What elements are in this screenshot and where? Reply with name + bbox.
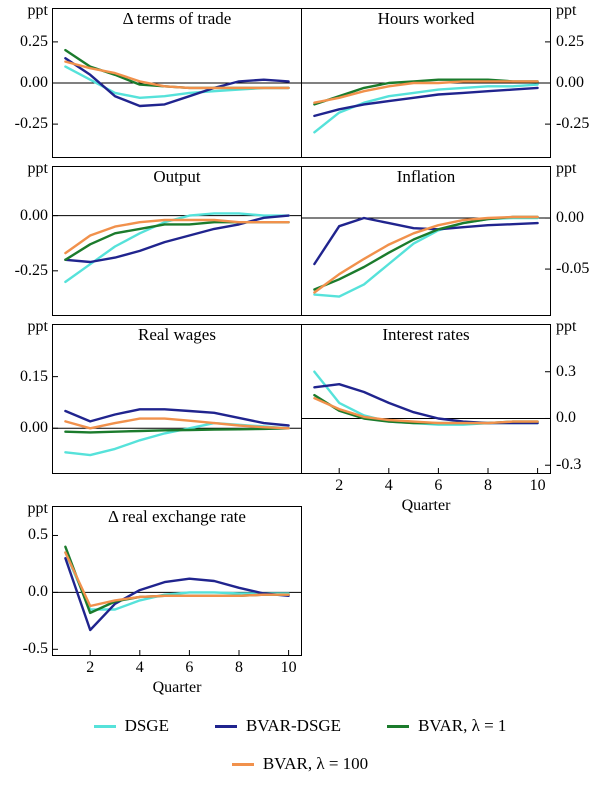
panel-interest-rates: Interest rates (301, 324, 551, 474)
x-tick-label: 8 (235, 659, 243, 676)
y-tick-label: 0.0 (556, 409, 576, 427)
series-bvar-100-real-exchange-rate (64, 551, 290, 608)
series-bvar-100-real-wages (64, 417, 290, 430)
legend-label-bvar-dsge: BVAR-DSGE (245, 716, 342, 735)
y-tick-label: 0.0 (28, 583, 48, 601)
plot-area-real-exchange-rate (53, 534, 301, 655)
unit-label-interest-rates: ppt (556, 318, 577, 335)
y-tick-label: -0.25 (14, 261, 48, 279)
y-tick-label: 0.3 (556, 362, 576, 380)
x-axis-title-interest-rates: Quarter (401, 497, 451, 514)
legend-swatch-bvar-1 (387, 724, 410, 728)
panel-output: Output (52, 166, 302, 316)
series-bvar-dsge-real-wages (64, 408, 290, 427)
unit-label-hours-worked: ppt (556, 2, 577, 19)
legend-label-bvar-100: BVAR, λ = 100 (262, 754, 369, 773)
series-bvar-1-output (64, 221, 290, 262)
x-tick-label: 10 (280, 659, 297, 676)
y-tick-label: -0.05 (556, 260, 590, 278)
x-tick-label: 8 (484, 477, 492, 494)
legend-item-bvar-dsge: BVAR-DSGE (214, 716, 342, 736)
legend-item-dsge: DSGE (93, 716, 169, 736)
series-bvar-dsge-hours-worked (313, 86, 539, 118)
panel-title-output: Output (153, 167, 201, 186)
y-tick-label: 0.00 (20, 419, 48, 437)
legend-label-bvar-1: BVAR, λ = 1 (418, 716, 507, 735)
unit-label-real-exchange-rate: ppt (27, 500, 48, 517)
y-tick-label: -0.5 (22, 640, 48, 658)
series-bvar-dsge-real-exchange-rate (64, 557, 290, 632)
series-bvar-100-interest-rates (313, 396, 539, 425)
series-bvar-100-inflation (313, 215, 539, 294)
panel-terms-of-trade: Δ terms of trade (52, 8, 302, 158)
unit-label-output: ppt (27, 160, 48, 177)
series-bvar-100-output (64, 218, 290, 255)
plot-area-output (53, 212, 301, 284)
y-tick-label: 0.5 (28, 526, 48, 544)
panel-real-exchange-rate: Δ real exchange rate (52, 506, 302, 656)
panel-title-real-wages: Real wages (138, 325, 216, 344)
legend-row-1: DSGE BVAR-DSGE BVAR, λ = 1 (0, 716, 600, 736)
y-tick-label: 0.25 (20, 32, 48, 50)
legend-item-bvar-1: BVAR, λ = 1 (387, 716, 506, 736)
panel-hours-worked: Hours worked (301, 8, 551, 158)
panel-inflation: Inflation (301, 166, 551, 316)
legend-swatch-bvar-dsge (214, 724, 237, 728)
series-dsge-interest-rates (313, 370, 539, 426)
y-tick-label: 0.00 (20, 74, 48, 91)
plot-area-interest-rates (302, 370, 550, 473)
y-tick-label: 0.00 (556, 74, 584, 91)
x-tick-label: 4 (135, 659, 144, 676)
panel-real-wages: Real wages (52, 324, 302, 474)
panel-title-hours-worked: Hours worked (377, 9, 475, 28)
panel-title-real-exchange-rate: Δ real exchange rate (108, 507, 246, 526)
y-tick-label: -0.3 (556, 456, 582, 474)
x-tick-label: 4 (384, 477, 393, 494)
plot-area-real-wages (53, 376, 301, 457)
unit-label-inflation: ppt (556, 160, 577, 177)
x-tick-label: 6 (434, 477, 443, 494)
plot-area-hours-worked (302, 41, 550, 134)
legend-swatch-bvar-100 (231, 762, 254, 766)
legend-row-2: BVAR, λ = 100 (0, 754, 600, 774)
series-bvar-dsge-terms-of-trade (64, 57, 290, 108)
series-dsge-real-exchange-rate (64, 551, 290, 611)
legend-item-bvar-100: BVAR, λ = 100 (231, 754, 369, 774)
series-bvar-dsge-interest-rates (313, 383, 539, 425)
legend-swatch-dsge (93, 724, 116, 728)
unit-label-terms-of-trade: ppt (27, 2, 48, 19)
legend-label-dsge: DSGE (124, 716, 169, 735)
y-tick-label: 0.15 (20, 367, 48, 385)
x-axis-title-real-exchange-rate: Quarter (152, 679, 202, 696)
panel-title-inflation: Inflation (396, 167, 456, 186)
series-bvar-100-hours-worked (313, 80, 539, 104)
x-tick-label: 6 (185, 659, 194, 676)
x-tick-label: 10 (529, 477, 546, 494)
plot-area-inflation (302, 215, 550, 298)
y-tick-label: 0.25 (556, 32, 584, 50)
series-bvar-dsge-inflation (313, 216, 539, 266)
unit-label-real-wages: ppt (27, 318, 48, 335)
series-bvar-1-real-wages (64, 427, 290, 434)
x-tick-label: 2 (86, 659, 95, 676)
panel-title-interest-rates: Interest rates (382, 325, 470, 344)
y-tick-label: -0.25 (556, 115, 590, 133)
plot-area-terms-of-trade (53, 41, 301, 125)
y-tick-label: 0.00 (20, 206, 48, 224)
series-bvar-100-terms-of-trade (64, 60, 290, 90)
y-tick-label: -0.25 (14, 115, 48, 133)
panel-title-terms-of-trade: Δ terms of trade (122, 9, 232, 28)
y-tick-label: 0.00 (556, 209, 584, 227)
x-tick-label: 2 (335, 477, 344, 494)
